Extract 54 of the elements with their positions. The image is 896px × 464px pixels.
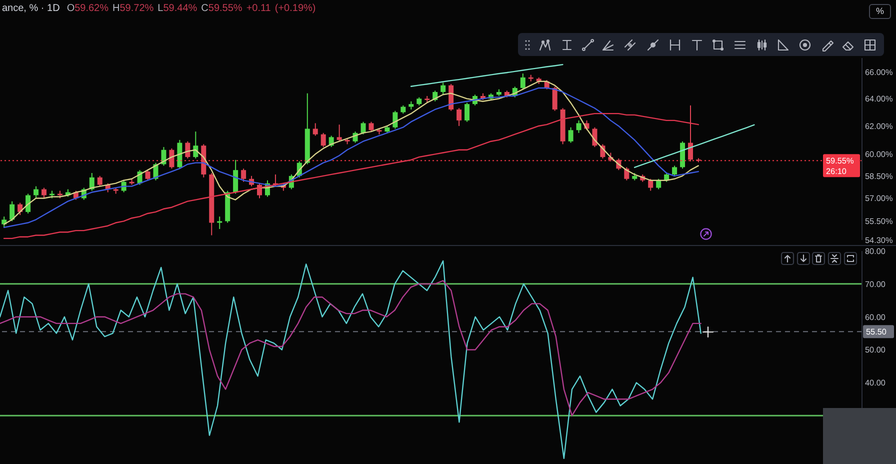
candlestick [392,110,398,130]
candlestick [320,132,326,148]
y-tick-label: 62.00% [865,122,893,131]
text: O59.62% H59.72% L59.44% C59.55% +0.11 (+0.19%) [66,3,316,14]
line-series [0,260,702,460]
candlestick [34,186,39,199]
ref-line-label: 55.50 [866,328,887,337]
candlestick [552,86,558,112]
percent-toggle: % [869,4,891,19]
candlestick [520,73,526,90]
annotation: 26:10 [826,167,847,176]
line-series [0,280,702,416]
line-series [3,112,699,240]
candlestick [241,168,246,182]
candlestick [185,140,190,159]
candlestick [145,170,150,181]
candlestick [42,187,47,199]
candlestick [624,166,630,181]
candlestick [89,172,94,192]
candlestick [2,216,7,228]
candlestick [217,216,222,230]
candlestick [161,146,166,166]
line-series [410,64,564,87]
y-tick-label: 55.50% [865,217,893,226]
candlestick [360,121,366,135]
candlestick [464,102,470,122]
y-tick-label: 60.00% [865,150,893,160]
candlestick [576,120,582,134]
candlestick [568,126,574,144]
chart-title: ance, % · 1D [2,3,60,14]
y-tick-label: 58.50% [865,172,893,181]
candlestick [440,82,446,96]
candlestick [368,121,374,132]
y-tick-label: 80.00 [865,246,886,256]
candlestick [656,178,662,190]
candlestick [456,108,462,126]
y-tick-label: 54.30% [865,236,893,245]
candlestick [336,124,342,142]
y-tick-label: 57.00% [865,194,893,204]
ref-line-label: 59.55% [826,156,854,166]
y-tick-label: 64.00% [865,94,893,104]
candlestick [688,104,694,162]
candlestick [312,122,318,136]
candlestick [233,159,238,194]
y-tick-label: 40.00 [865,378,886,388]
candlestick [97,175,102,187]
y-tick-label: 70.00 [865,280,886,289]
y-tick-label: 66.00% [865,68,893,78]
candlestick [648,178,654,192]
candlestick [10,200,15,222]
candlestick [672,165,678,176]
y-tick-label: 50.00 [865,346,886,355]
y-tick-label: 60.00 [865,312,886,322]
line-series [634,124,755,168]
